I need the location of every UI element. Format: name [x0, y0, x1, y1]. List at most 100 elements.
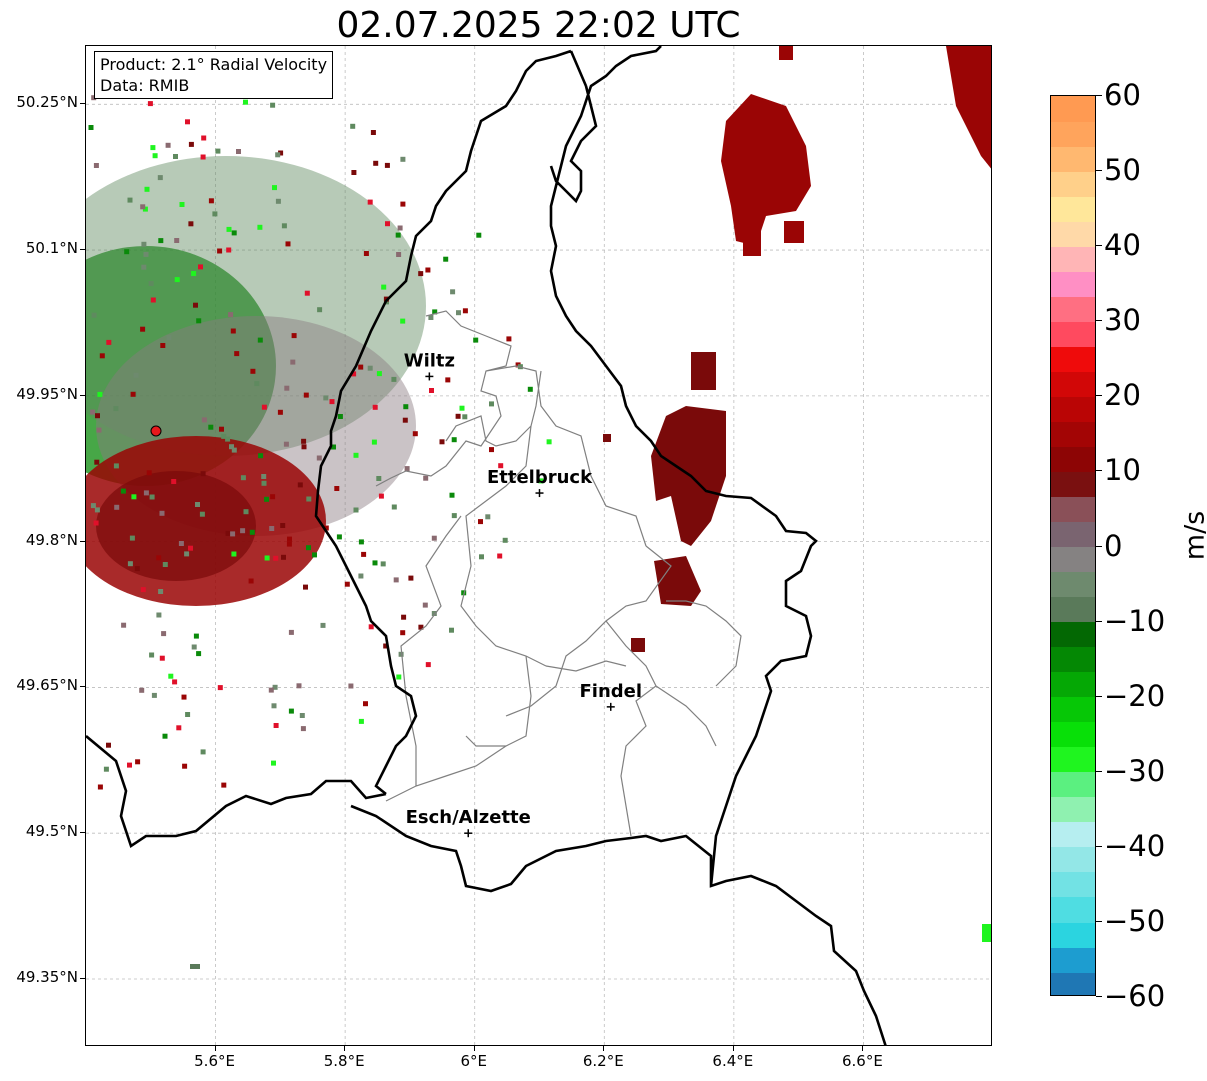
colorbar-tick-label: −60: [1104, 979, 1166, 1013]
colorbar-segment: [1051, 396, 1095, 422]
colorbar-segment: [1051, 446, 1095, 472]
city-marker: Esch/Alzette: [406, 807, 531, 838]
echo-cell-east-4: [631, 638, 645, 652]
colorbar-segment: [1051, 321, 1095, 347]
echo-red-core: [96, 471, 256, 581]
colorbar-tick-mark: [1096, 320, 1102, 322]
city-label: Wiltz: [404, 350, 455, 371]
echo-cell-corner: [946, 46, 991, 169]
lat-tick-label: 49.65°N: [16, 676, 78, 695]
radar-map: Wiltz Ettelbruck Findel Esch/Alzette: [86, 46, 991, 1045]
product-label: Product: 2.1° Radial Velocity: [100, 55, 328, 74]
colorbar-label: m/s: [1179, 510, 1207, 561]
city-label: Ettelbruck: [487, 467, 593, 488]
colorbar-segment: [1051, 971, 1095, 995]
city-markers: Wiltz Ettelbruck Findel Esch/Alzette: [404, 350, 642, 838]
colorbar-segment: [1051, 946, 1095, 973]
colorbar-tick-label: 20: [1104, 378, 1141, 413]
colorbar-segment: [1051, 421, 1095, 447]
colorbar-tick-mark: [1096, 395, 1102, 397]
lat-tick-label: 49.35°N: [16, 967, 78, 986]
colorbar-tick-label: 60: [1104, 78, 1141, 112]
colorbar-segment: [1051, 896, 1095, 923]
echo-cell-east-1: [691, 352, 716, 390]
lon-tick-label: 5.8°E: [323, 1052, 365, 1070]
colorbar-segment: [1051, 621, 1095, 648]
city-label: Findel: [579, 681, 642, 702]
colorbar: [1050, 95, 1096, 996]
lon-tick-label: 6.6°E: [842, 1052, 883, 1070]
colorbar-tick-mark: [1096, 170, 1102, 172]
echo-cell-northeast: [721, 94, 811, 246]
lat-tick-label: 49.8°N: [25, 530, 78, 549]
colorbar-tick-label: 0: [1104, 528, 1123, 563]
colorbar-segment: [1051, 496, 1095, 523]
radar-echoes: [86, 46, 991, 969]
colorbar-segment: [1051, 521, 1095, 548]
colorbar-segment: [1051, 646, 1095, 673]
colorbar-segment: [1051, 471, 1095, 498]
radar-site-marker: [150, 425, 162, 437]
colorbar-segment: [1051, 271, 1095, 297]
colorbar-segment: [1051, 171, 1095, 197]
colorbar-segment: [1051, 796, 1095, 823]
colorbar-segment: [1051, 721, 1095, 748]
colorbar-tick-mark: [1096, 996, 1102, 997]
colorbar-tick-mark: [1096, 470, 1102, 472]
colorbar-tick-label: −10: [1104, 603, 1166, 638]
lat-tick-label: 49.5°N: [25, 822, 78, 841]
echo-cell-east-2: [651, 406, 726, 546]
lat-tick-mark: [80, 249, 85, 251]
colorbar-tick-mark: [1096, 620, 1102, 622]
lat-tick-label: 50.1°N: [25, 239, 78, 258]
colorbar-segment: [1051, 571, 1095, 598]
echo-cell-small-1: [743, 221, 761, 256]
colorbar-tick-label: 40: [1104, 228, 1141, 263]
colorbar-segment: [1051, 871, 1095, 898]
city-marker: Ettelbruck: [487, 467, 593, 498]
national-border: [86, 46, 887, 1045]
colorbar-tick-label: 30: [1104, 303, 1141, 338]
colorbar-segment: [1051, 546, 1095, 573]
echo-cell-east-5: [603, 434, 611, 442]
echo-green-lobe: [86, 246, 276, 486]
lon-tick-label: 6.4°E: [712, 1052, 754, 1070]
lat-tick-mark: [80, 394, 85, 396]
lat-tick-label: 49.95°N: [16, 384, 78, 403]
map-plot-area[interactable]: Wiltz Ettelbruck Findel Esch/Alzette: [85, 45, 992, 1046]
canton-borders: [375, 310, 742, 837]
colorbar-segment: [1051, 121, 1095, 147]
lon-tick-mark: [862, 1046, 864, 1051]
echo-cell-green-small: [190, 964, 200, 969]
colorbar-tick-label: −30: [1104, 753, 1166, 788]
colorbar-segment: [1051, 846, 1095, 873]
echo-cell-small-2: [784, 221, 804, 243]
lon-tick-mark: [473, 1046, 475, 1051]
colorbar-segment: [1051, 371, 1095, 397]
colorbar-tick-mark: [1096, 920, 1102, 922]
colorbar-tick-label: −40: [1104, 828, 1166, 863]
chart-title: 02.07.2025 22:02 UTC: [336, 5, 741, 46]
colorbar-segment: [1051, 671, 1095, 698]
city-marker: Wiltz: [404, 350, 455, 381]
lon-tick-label: 5.6°E: [194, 1052, 235, 1070]
lat-tick-mark: [80, 103, 85, 105]
echo-cell-east-3: [654, 556, 701, 606]
colorbar-tick-label: 10: [1104, 453, 1141, 488]
colorbar-segment: [1051, 221, 1095, 247]
echo-greengrey-lobe: [86, 156, 426, 456]
lon-tick-mark: [732, 1046, 734, 1051]
colorbar-tick-mark: [1096, 770, 1102, 772]
colorbar-segment: [1051, 696, 1095, 723]
colorbar-tick-mark: [1096, 695, 1102, 697]
lat-tick-label: 50.25°N: [16, 93, 78, 112]
colorbar-segment: [1051, 246, 1095, 272]
lat-tick-mark: [80, 977, 85, 979]
colorbar-segment: [1051, 346, 1095, 372]
colorbar-segment: [1051, 921, 1095, 948]
echo-cell-top: [779, 46, 793, 60]
lon-tick-label: 6.2°E: [582, 1052, 624, 1070]
colorbar-tick-mark: [1096, 245, 1102, 247]
colorbar-tick-label: −50: [1104, 903, 1166, 938]
colorbar-segment: [1051, 771, 1095, 798]
